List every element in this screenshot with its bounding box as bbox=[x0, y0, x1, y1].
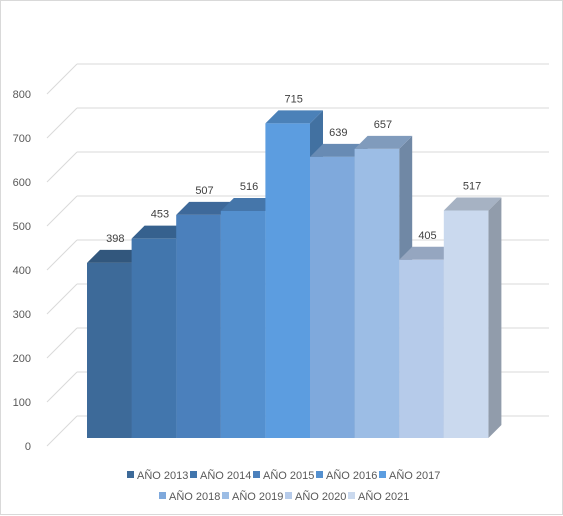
legend-swatch bbox=[379, 471, 386, 478]
legend-item: AÑO 2014 bbox=[190, 469, 251, 482]
bar-top bbox=[310, 143, 368, 157]
y-tick-label: 100 bbox=[13, 397, 31, 409]
y-tick-label: 800 bbox=[13, 89, 31, 101]
data-label: 405 bbox=[418, 230, 436, 242]
bar-front bbox=[220, 210, 266, 438]
bar-front bbox=[443, 210, 489, 438]
legend-swatch bbox=[127, 471, 134, 478]
legend-item: AÑO 2021 bbox=[348, 490, 409, 503]
gridline-diag bbox=[46, 371, 78, 403]
bar-front bbox=[310, 156, 355, 438]
legend: AÑO 2013 AÑO 2014 AÑO 2015 AÑO 2016 AÑO 2017… bbox=[127, 469, 440, 503]
legend-label: AÑO 2016 bbox=[326, 469, 377, 482]
legend-swatch bbox=[348, 492, 355, 499]
y-tick-label: 300 bbox=[13, 309, 31, 321]
legend-swatch bbox=[316, 471, 323, 478]
gridline-diag bbox=[46, 239, 78, 271]
legend-label: AÑO 2020 bbox=[295, 490, 346, 503]
bar-side bbox=[488, 197, 502, 438]
legend-item: AÑO 2016 bbox=[316, 469, 377, 482]
legend-swatch bbox=[285, 492, 292, 499]
data-label: 517 bbox=[463, 181, 481, 193]
bar-top bbox=[265, 110, 323, 124]
legend-label: AÑO 2013 bbox=[137, 469, 188, 482]
data-label: 453 bbox=[151, 209, 169, 221]
legend-label: AÑO 2021 bbox=[358, 490, 409, 503]
bar-a-o-2021 bbox=[443, 197, 502, 438]
y-tick-label: 700 bbox=[13, 133, 31, 145]
legend-label: AÑO 2019 bbox=[232, 490, 283, 503]
bar-front bbox=[131, 238, 177, 438]
legend-swatch bbox=[190, 471, 197, 478]
bar-front bbox=[354, 148, 400, 439]
bar-top bbox=[220, 197, 279, 211]
gridline-diag bbox=[46, 63, 78, 95]
legend-label: AÑO 2015 bbox=[263, 469, 314, 482]
gridline-diag bbox=[46, 327, 78, 359]
gridline-diag bbox=[46, 195, 78, 227]
legend-item: AÑO 2013 bbox=[127, 469, 188, 482]
bar-top bbox=[399, 246, 457, 260]
legend-swatch bbox=[222, 492, 229, 499]
legend-label: AÑO 2014 bbox=[200, 469, 251, 482]
data-label: 398 bbox=[106, 233, 124, 245]
legend-item: AÑO 2015 bbox=[253, 469, 314, 482]
bar-front bbox=[399, 259, 444, 438]
bars bbox=[87, 110, 502, 439]
y-tick-label: 400 bbox=[13, 265, 31, 277]
data-label: 657 bbox=[374, 119, 392, 131]
legend-item: AÑO 2019 bbox=[222, 490, 283, 503]
legend-item: AÑO 2020 bbox=[285, 490, 346, 503]
data-labels: 398 453 507 516 715 639 657 405 517 bbox=[106, 93, 481, 244]
legend-item: AÑO 2018 bbox=[159, 490, 220, 503]
data-label: 516 bbox=[240, 181, 258, 193]
legend-swatch bbox=[159, 492, 166, 499]
gridline-diag bbox=[46, 415, 78, 447]
gridline-diag bbox=[46, 107, 78, 139]
bar-front bbox=[87, 262, 132, 438]
y-tick-label: 0 bbox=[25, 441, 31, 453]
bar-top bbox=[443, 197, 502, 211]
bar-top bbox=[354, 135, 413, 149]
gridline-diag bbox=[46, 283, 78, 315]
y-tick-label: 500 bbox=[13, 221, 31, 233]
legend-label: AÑO 2017 bbox=[389, 469, 440, 482]
data-label: 715 bbox=[285, 93, 303, 105]
gridline-diag bbox=[46, 151, 78, 183]
data-label: 639 bbox=[329, 127, 347, 139]
bar-top bbox=[131, 225, 190, 239]
bar-top bbox=[87, 249, 145, 263]
bar-top bbox=[176, 201, 234, 215]
y-axis: 0 100 200 300 400 500 600 700 800 bbox=[13, 89, 31, 453]
y-tick-label: 200 bbox=[13, 353, 31, 365]
legend-item: AÑO 2017 bbox=[379, 469, 440, 482]
y-tick-label: 600 bbox=[13, 177, 31, 189]
data-label: 507 bbox=[195, 185, 213, 197]
legend-label: AÑO 2018 bbox=[169, 490, 220, 503]
legend-swatch bbox=[253, 471, 260, 478]
bar-front bbox=[176, 214, 221, 438]
bar-front bbox=[265, 123, 310, 439]
